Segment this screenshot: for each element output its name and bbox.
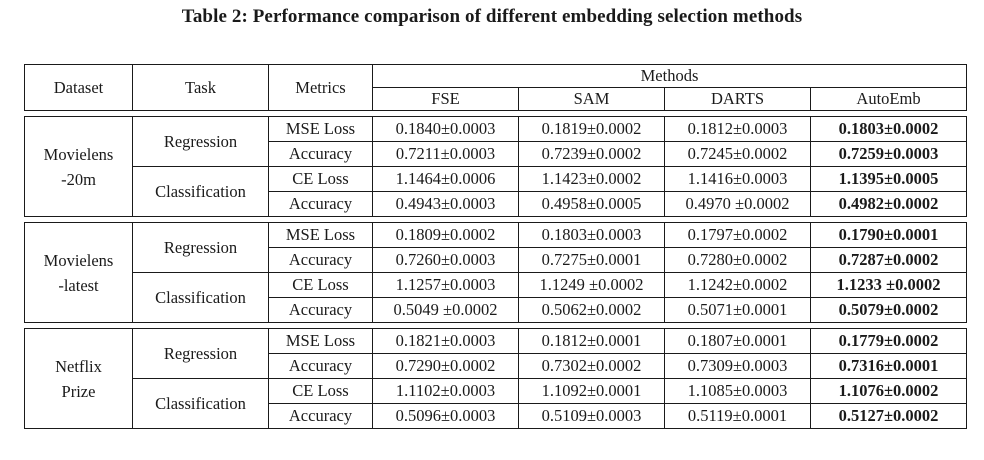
table-row: Accuracy 0.5096±0.0003 0.5109±0.0003 0.5119…: [25, 403, 967, 429]
task-cell: Regression: [132, 116, 269, 167]
value-cell: 0.5062±0.0002: [518, 297, 665, 323]
value-cell-best: 1.1395±0.0005: [810, 166, 967, 192]
header-method-sam: SAM: [518, 87, 665, 111]
dataset-name-line: Netflix: [55, 356, 102, 376]
value-cell: 0.7280±0.0002: [664, 247, 811, 273]
value-cell: 0.7275±0.0001: [518, 247, 665, 273]
dataset-cell: Movielens -20m: [24, 116, 133, 217]
task-cell: Classification: [132, 166, 269, 217]
value-cell: 0.5071±0.0001: [664, 297, 811, 323]
value-cell: 0.1803±0.0003: [518, 222, 665, 248]
value-cell: 0.5096±0.0003: [372, 403, 519, 429]
metric-cell: CE Loss: [268, 166, 373, 192]
value-cell-best: 0.1803±0.0002: [810, 116, 967, 142]
value-cell: 0.1819±0.0002: [518, 116, 665, 142]
table-row: Classification CE Loss 1.1464±0.0006 1.1423…: [25, 166, 967, 217]
dataset-name-line: -20m: [61, 169, 96, 189]
dataset-name-line: Movielens: [43, 250, 114, 270]
value-cell: 0.1812±0.0003: [664, 116, 811, 142]
table-row: Movielens -20m Regression MSE Loss 0.1840±0.…: [24, 116, 967, 217]
value-cell: 1.1464±0.0006: [372, 166, 519, 192]
value-cell-best: 0.1779±0.0002: [810, 328, 967, 354]
task-cell: Classification: [132, 378, 269, 429]
header-row: Dataset Task Metrics Methods: [24, 64, 967, 111]
metric-cell: MSE Loss: [268, 116, 373, 142]
value-cell: 0.7211±0.0003: [372, 141, 519, 167]
table-row: Classification CE Loss 1.1257±0.0003 1.1249…: [25, 272, 967, 323]
metric-cell: Accuracy: [268, 191, 373, 217]
metric-cell: MSE Loss: [268, 222, 373, 248]
value-cell: 1.1242±0.0002: [664, 272, 811, 298]
value-cell: 0.7309±0.0003: [664, 353, 811, 379]
value-cell: 0.4970 ±0.0002: [664, 191, 811, 217]
value-cell-best: 0.5127±0.0002: [810, 403, 967, 429]
value-cell-best: 0.7259±0.0003: [810, 141, 967, 167]
task-cell: Regression: [132, 222, 269, 273]
value-cell: 0.7245±0.0002: [664, 141, 811, 167]
value-cell-best: 0.4982±0.0002: [810, 191, 967, 217]
value-cell: 0.5049 ±0.0002: [372, 297, 519, 323]
header-methods-row: FSE SAM DARTS AutoEmb: [25, 87, 967, 111]
metric-cell: Accuracy: [268, 353, 373, 379]
table-row: Netflix Prize Regression MSE Loss 0.1821±0.0…: [24, 328, 967, 429]
value-cell: 0.1807±0.0001: [664, 328, 811, 354]
task-cell: Classification: [132, 272, 269, 323]
value-cell: 0.1812±0.0001: [518, 328, 665, 354]
dataset-name-line: Movielens: [43, 144, 114, 164]
metric-cell: Accuracy: [268, 297, 373, 323]
value-cell-best: 1.1076±0.0002: [810, 378, 967, 404]
value-cell: 0.1840±0.0003: [372, 116, 519, 142]
value-cell: 0.7239±0.0002: [518, 141, 665, 167]
header-methods: Methods: [372, 64, 967, 88]
value-cell: 0.4943±0.0003: [372, 191, 519, 217]
value-cell: 0.1809±0.0002: [372, 222, 519, 248]
table-row: Movielens -latest Regression MSE Loss 0.1809…: [24, 222, 967, 323]
dataset-name-line: Prize: [61, 381, 96, 401]
value-cell-best: 0.1790±0.0001: [810, 222, 967, 248]
table-row: Accuracy 0.4943±0.0003 0.4958±0.0005 0.4970…: [25, 191, 967, 217]
value-cell: 1.1257±0.0003: [372, 272, 519, 298]
dataset-name-line: -latest: [58, 275, 99, 295]
value-cell-best: 0.7287±0.0002: [810, 247, 967, 273]
metric-cell: Accuracy: [268, 403, 373, 429]
metric-cell: CE Loss: [268, 378, 373, 404]
value-cell: 0.7290±0.0002: [372, 353, 519, 379]
header-dataset: Dataset: [24, 64, 133, 111]
task-cell: Regression: [132, 328, 269, 379]
value-cell: 0.1797±0.0002: [664, 222, 811, 248]
header-task: Task: [132, 64, 269, 111]
value-cell: 1.1085±0.0003: [664, 378, 811, 404]
header-method-autoemb: AutoEmb: [810, 87, 967, 111]
header-method-fse: FSE: [372, 87, 519, 111]
value-cell: 0.1821±0.0003: [372, 328, 519, 354]
metric-cell: Accuracy: [268, 141, 373, 167]
value-cell: 0.4958±0.0005: [518, 191, 665, 217]
value-cell: 1.1102±0.0003: [372, 378, 519, 404]
performance-table: Dataset Task Metrics Methods FSE SAM DAR…: [24, 64, 967, 429]
table-caption: Table 2: Performance comparison of diffe…: [181, 6, 803, 27]
value-cell-best: 0.5079±0.0002: [810, 297, 967, 323]
value-cell: 0.5119±0.0001: [664, 403, 811, 429]
dataset-cell: Netflix Prize: [24, 328, 133, 429]
value-cell: 1.1092±0.0001: [518, 378, 665, 404]
table-row: Classification CE Loss 1.1102±0.0003 1.1092…: [25, 378, 967, 429]
value-cell: 0.7302±0.0002: [518, 353, 665, 379]
metric-cell: CE Loss: [268, 272, 373, 298]
value-cell-best: 1.1233 ±0.0002: [810, 272, 967, 298]
header-metrics: Metrics: [268, 64, 373, 111]
value-cell: 1.1423±0.0002: [518, 166, 665, 192]
dataset-cell: Movielens -latest: [24, 222, 133, 323]
metric-cell: MSE Loss: [268, 328, 373, 354]
value-cell: 0.5109±0.0003: [518, 403, 665, 429]
value-cell: 1.1416±0.0003: [664, 166, 811, 192]
table-row: Accuracy 0.7260±0.0003 0.7275±0.0001 0.7280…: [25, 247, 967, 273]
table-row: Accuracy 0.7290±0.0002 0.7302±0.0002 0.7309…: [25, 353, 967, 379]
value-cell: 0.7260±0.0003: [372, 247, 519, 273]
header-method-darts: DARTS: [664, 87, 811, 111]
value-cell: 1.1249 ±0.0002: [518, 272, 665, 298]
value-cell-best: 0.7316±0.0001: [810, 353, 967, 379]
metric-cell: Accuracy: [268, 247, 373, 273]
